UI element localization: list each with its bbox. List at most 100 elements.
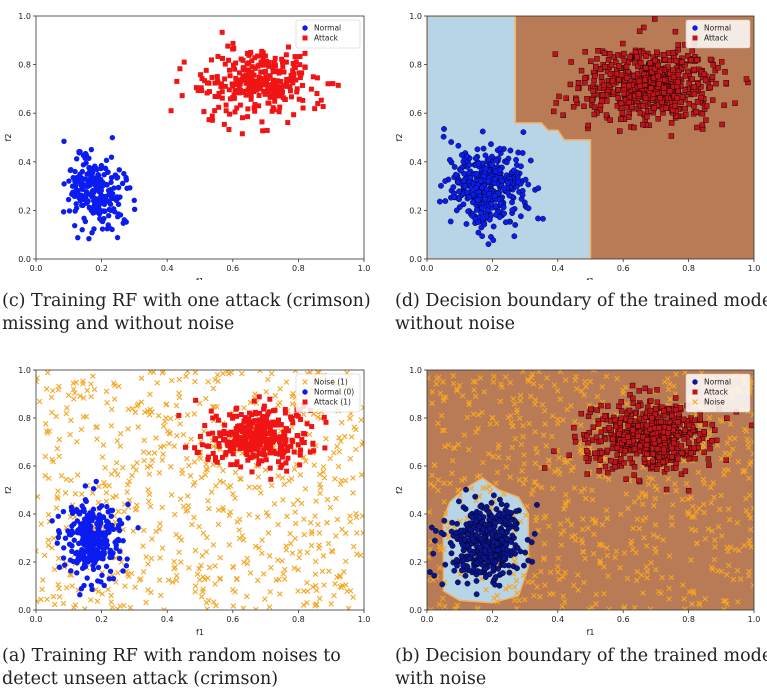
data-point xyxy=(561,598,568,605)
data-point xyxy=(655,62,661,69)
data-point xyxy=(159,504,165,511)
plot-area xyxy=(427,370,754,610)
data-point xyxy=(83,548,89,554)
y-tick-label: 0.4 xyxy=(18,510,31,519)
data-point xyxy=(661,77,668,83)
data-point xyxy=(160,370,167,375)
data-point xyxy=(91,514,98,521)
data-point xyxy=(438,182,444,189)
data-point xyxy=(663,105,669,111)
data-point xyxy=(239,532,246,539)
data-point xyxy=(614,445,621,451)
data-point xyxy=(618,415,624,422)
data-point xyxy=(267,447,273,453)
data-point xyxy=(82,606,88,610)
data-point xyxy=(706,429,713,436)
data-point xyxy=(240,537,247,543)
data-point xyxy=(582,379,588,385)
data-point xyxy=(292,54,298,60)
data-point xyxy=(230,415,236,421)
data-point xyxy=(205,378,211,385)
data-point xyxy=(315,521,321,528)
data-point xyxy=(626,93,633,100)
data-point xyxy=(427,375,431,381)
data-point xyxy=(708,499,714,506)
data-point xyxy=(230,451,236,457)
x-tick-label: 0.6 xyxy=(226,615,239,624)
data-point xyxy=(256,484,263,491)
data-point xyxy=(212,563,218,569)
data-point xyxy=(649,69,655,75)
data-point xyxy=(157,444,164,450)
data-point xyxy=(465,170,472,176)
data-point xyxy=(90,506,97,512)
data-point xyxy=(685,68,691,75)
data-point xyxy=(277,439,283,445)
data-point xyxy=(473,429,479,436)
data-point xyxy=(55,555,62,562)
data-point xyxy=(49,518,55,524)
data-point xyxy=(532,397,539,403)
data-point xyxy=(482,152,489,159)
data-point xyxy=(652,57,658,64)
data-point xyxy=(567,81,574,88)
data-point xyxy=(554,387,561,394)
data-point xyxy=(700,476,707,483)
data-point xyxy=(320,469,327,475)
data-point xyxy=(142,409,148,416)
data-point xyxy=(490,492,497,499)
data-point xyxy=(69,510,76,517)
data-point xyxy=(637,110,643,116)
data-point xyxy=(213,455,219,461)
data-point xyxy=(701,71,708,78)
data-point xyxy=(111,396,118,402)
data-point xyxy=(278,434,284,440)
data-point xyxy=(284,513,290,520)
data-point xyxy=(297,472,304,478)
x-tick-label: 0.4 xyxy=(551,615,564,624)
data-point xyxy=(84,575,90,581)
data-point xyxy=(199,553,206,559)
data-point xyxy=(474,197,481,204)
data-point xyxy=(448,139,455,145)
data-point xyxy=(505,525,512,532)
data-point xyxy=(143,599,149,606)
data-point xyxy=(39,586,45,593)
data-point xyxy=(115,522,122,528)
data-point xyxy=(240,435,246,441)
data-point xyxy=(654,399,661,406)
data-point xyxy=(668,574,675,581)
data-point xyxy=(641,456,648,462)
x-tick-label: 0.6 xyxy=(226,264,239,273)
data-point xyxy=(304,549,311,556)
data-point xyxy=(653,566,659,573)
data-point xyxy=(449,542,456,549)
data-point xyxy=(640,103,647,109)
x-tick-label: 1.0 xyxy=(748,264,761,273)
data-point xyxy=(232,109,238,115)
legend-box xyxy=(295,19,361,49)
data-point xyxy=(455,142,462,149)
data-point xyxy=(68,504,75,510)
data-point xyxy=(687,431,693,438)
data-point xyxy=(250,452,256,458)
data-point xyxy=(95,171,101,178)
data-point xyxy=(246,82,252,88)
data-point xyxy=(224,439,230,445)
data-point xyxy=(93,202,100,209)
data-point xyxy=(311,462,317,468)
data-point xyxy=(434,375,440,382)
data-point xyxy=(471,387,477,393)
data-point xyxy=(605,476,612,483)
data-point xyxy=(502,374,509,380)
data-point xyxy=(278,464,284,470)
data-point xyxy=(213,413,219,419)
data-point xyxy=(703,117,709,123)
data-point xyxy=(681,457,687,464)
data-point xyxy=(262,81,268,87)
data-point xyxy=(640,517,646,524)
data-point xyxy=(648,85,654,91)
data-point xyxy=(183,373,189,379)
data-point xyxy=(270,89,276,95)
y-tick-label: 0.0 xyxy=(18,606,31,615)
